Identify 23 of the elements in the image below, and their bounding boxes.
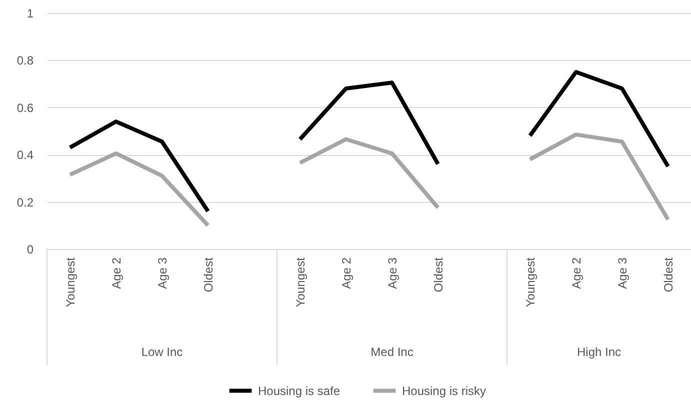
text: Med Inc	[370, 345, 414, 359]
x-tick-label: Oldest	[432, 256, 446, 292]
x-tick-label: Age 3	[386, 257, 400, 289]
y-tick-label: 0.8	[16, 54, 34, 68]
y-tick-label: 0	[26, 242, 34, 256]
legend-label: Housing is risky	[402, 384, 486, 398]
x-tick-label: Age 3	[616, 257, 630, 289]
text: Low Inc	[141, 345, 183, 359]
x-tick-label: Age 2	[110, 257, 124, 289]
y-tick-label: 1	[26, 6, 34, 20]
text: High Inc	[576, 345, 622, 359]
x-tick-label: Youngest	[64, 256, 78, 308]
x-tick-label: Age 3	[156, 257, 170, 289]
x-tick-label: Oldest	[662, 256, 676, 292]
y-tick-label: 0.2	[16, 195, 34, 210]
x-tick-label: Oldest	[202, 256, 216, 292]
x-tick-label: Youngest	[294, 256, 308, 308]
x-tick-label: Age 2	[570, 257, 584, 289]
x-tick-label: Youngest	[524, 256, 538, 308]
x-tick-label: Age 2	[340, 257, 354, 289]
y-tick-label: 0.4	[16, 148, 34, 162]
y-tick-label: 0.6	[16, 100, 34, 115]
legend-label: Housing is safe	[258, 384, 340, 398]
